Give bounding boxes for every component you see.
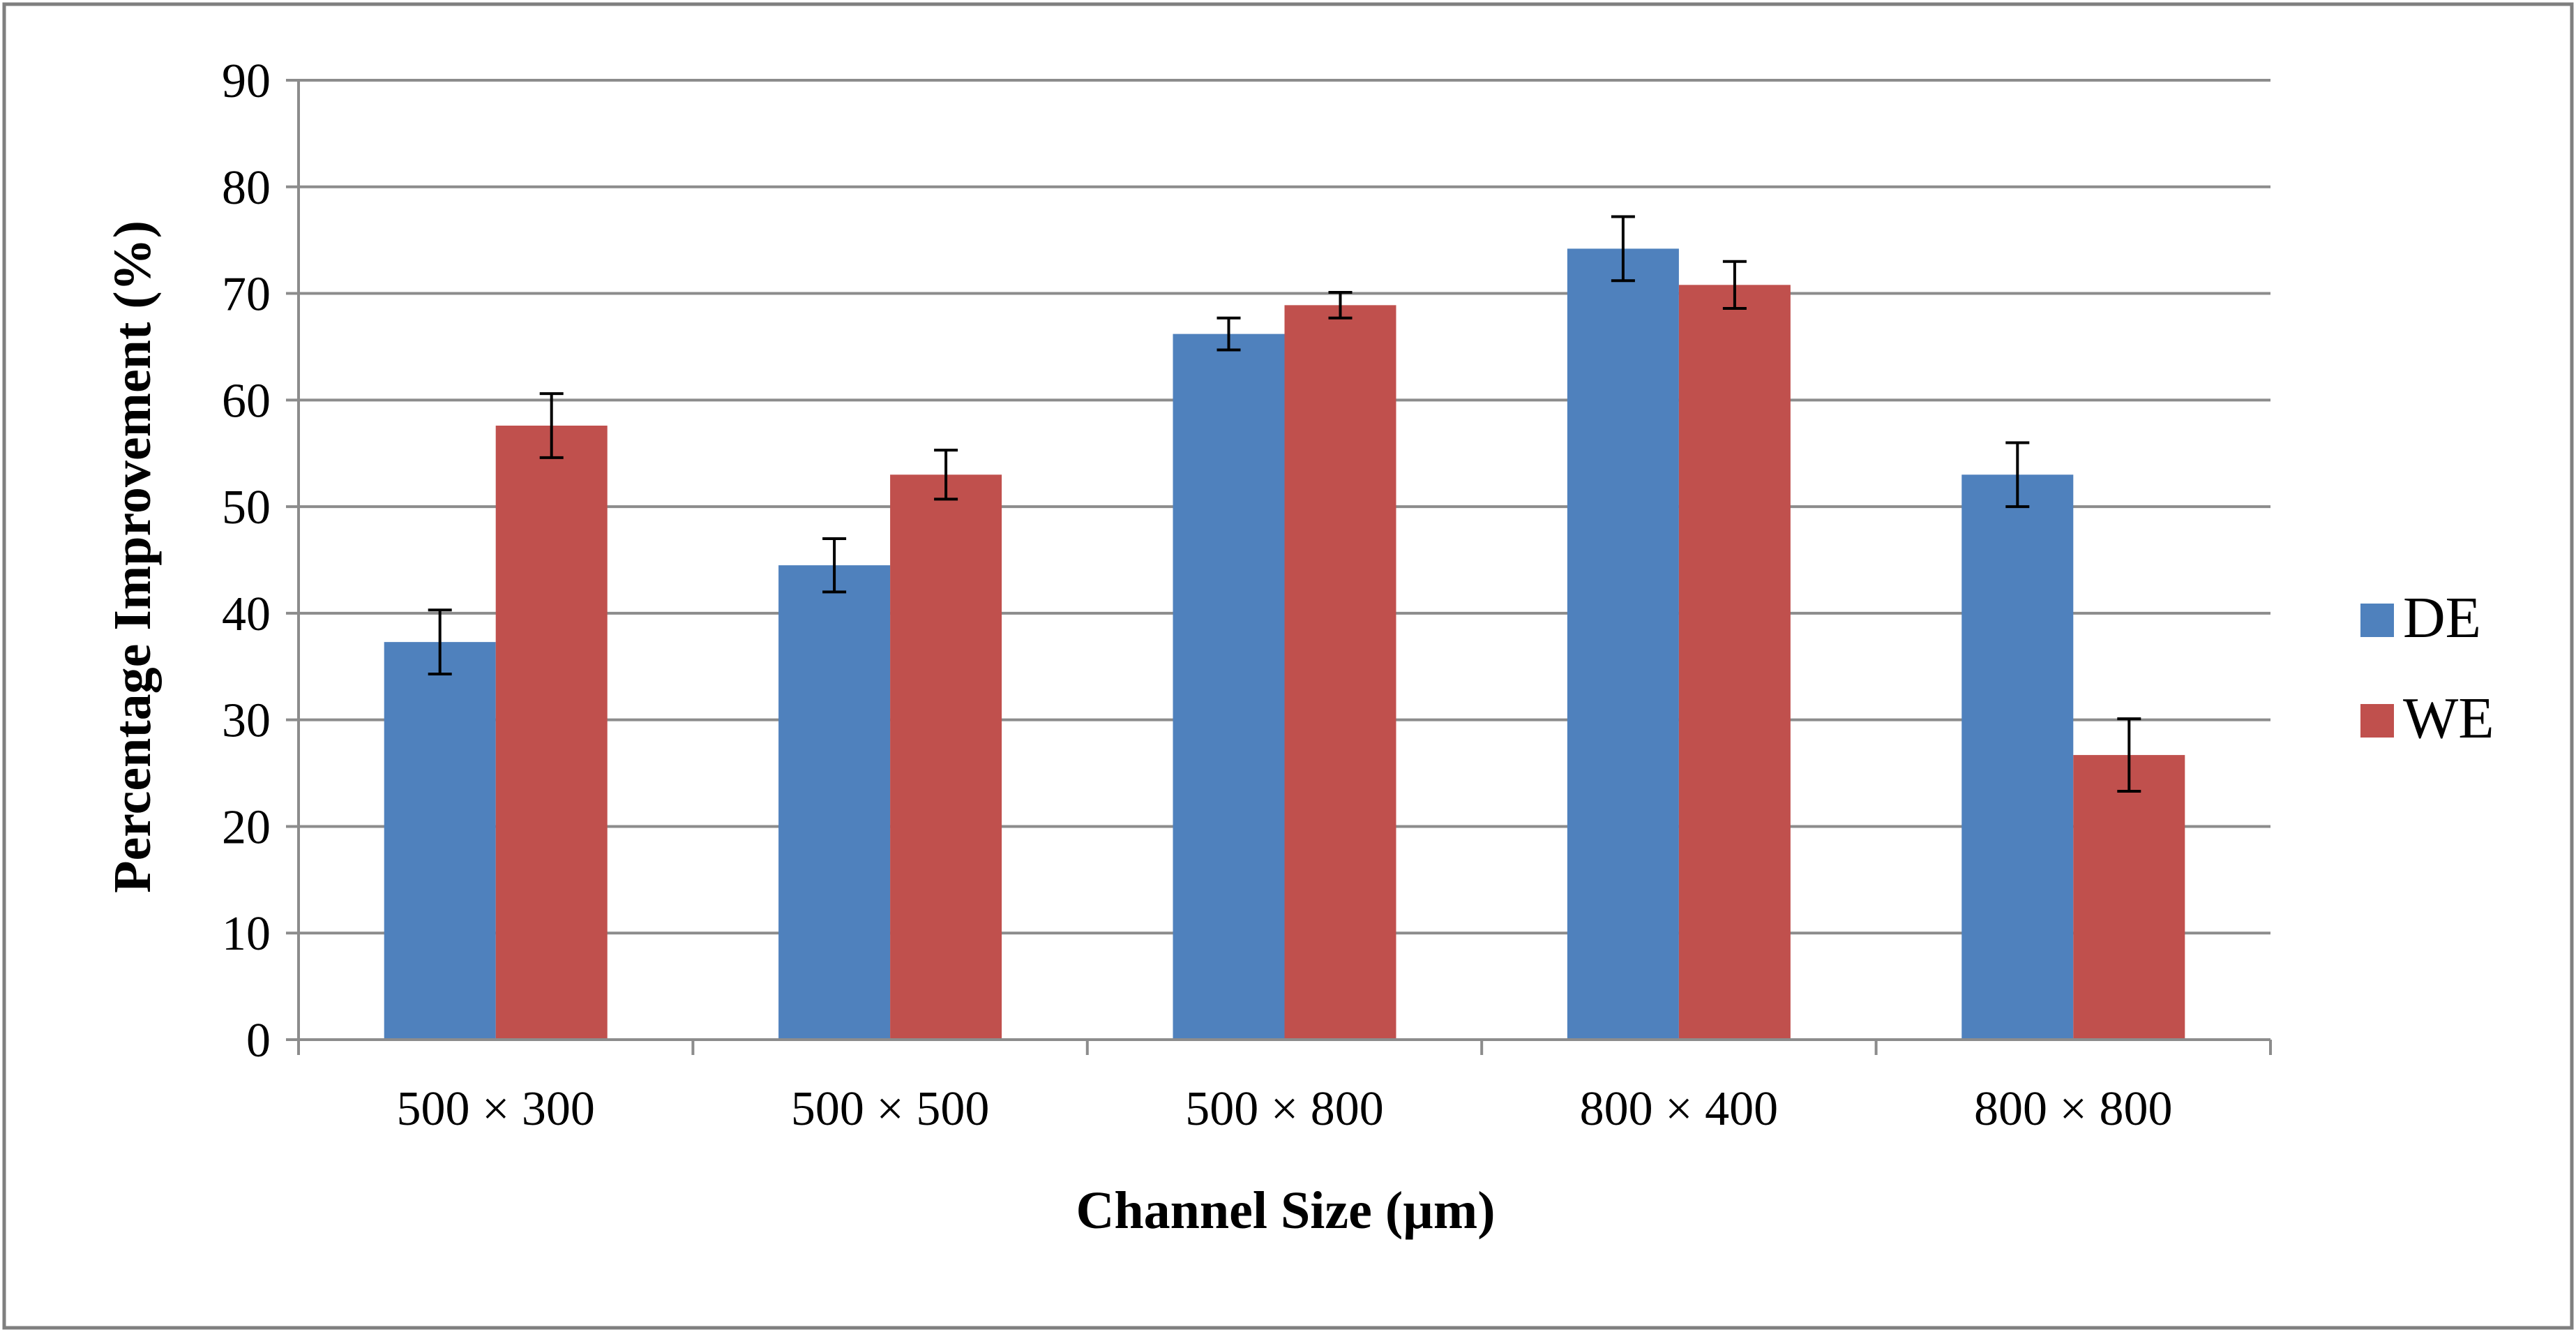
x-axis-title: Channel Size (µm) xyxy=(1076,1181,1495,1240)
legend: DE WE xyxy=(2360,585,2494,751)
error-bar-we-2 xyxy=(934,449,958,501)
legend-label-de: DE xyxy=(2403,585,2481,650)
y-tick-label: 60 xyxy=(222,374,271,428)
bar-de-5 xyxy=(1961,474,2074,1040)
legend-swatch-de xyxy=(2360,604,2394,637)
y-axis-title: Percentage Improvement (%) xyxy=(103,220,162,893)
x-tick-label: 500 × 500 xyxy=(791,1082,989,1136)
error-bars xyxy=(428,215,2141,793)
bar-de-4 xyxy=(1567,248,1679,1040)
x-tick-label: 500 × 300 xyxy=(396,1082,594,1136)
y-tick-label: 90 xyxy=(222,54,271,108)
error-bar-we-1 xyxy=(539,392,564,459)
bar-de-3 xyxy=(1173,334,1285,1040)
tick-labels: 0 10 20 30 40 50 60 70 80 90 500 × 300 500 × 500 500… xyxy=(222,54,2173,1136)
y-tick-label: 70 xyxy=(222,268,271,322)
y-tick-label: 0 xyxy=(246,1014,271,1068)
bar-we-4 xyxy=(1678,285,1791,1040)
y-tick-label: 10 xyxy=(222,907,271,961)
y-tick-label: 40 xyxy=(222,588,271,641)
y-tick-label: 80 xyxy=(222,161,271,215)
bars xyxy=(384,248,2185,1040)
y-tick-label: 30 xyxy=(222,694,271,748)
y-tick-label: 50 xyxy=(222,481,271,534)
error-bar-de-3 xyxy=(1217,316,1241,352)
bar-de-1 xyxy=(384,642,496,1040)
error-bar-we-4 xyxy=(1722,260,1747,310)
error-bar-we-3 xyxy=(1328,291,1353,320)
bar-de-2 xyxy=(778,565,891,1040)
x-tick-label: 800 × 400 xyxy=(1580,1082,1778,1136)
x-tick-label: 800 × 800 xyxy=(1974,1082,2172,1136)
error-bar-de-1 xyxy=(428,608,452,675)
axes xyxy=(286,79,2272,1055)
error-bar-we-5 xyxy=(2117,717,2141,793)
bar-we-5 xyxy=(2073,755,2185,1040)
y-tick-label: 20 xyxy=(222,800,271,854)
bar-we-1 xyxy=(495,426,608,1040)
error-bar-de-4 xyxy=(1611,215,1635,283)
legend-swatch-we xyxy=(2360,704,2394,738)
legend-label-we: WE xyxy=(2403,686,2494,751)
x-tick-label: 500 × 800 xyxy=(1185,1082,1383,1136)
bar-we-3 xyxy=(1284,305,1396,1040)
error-bar-de-2 xyxy=(822,537,847,594)
error-bar-de-5 xyxy=(2005,441,2030,509)
bar-we-2 xyxy=(890,474,1002,1040)
